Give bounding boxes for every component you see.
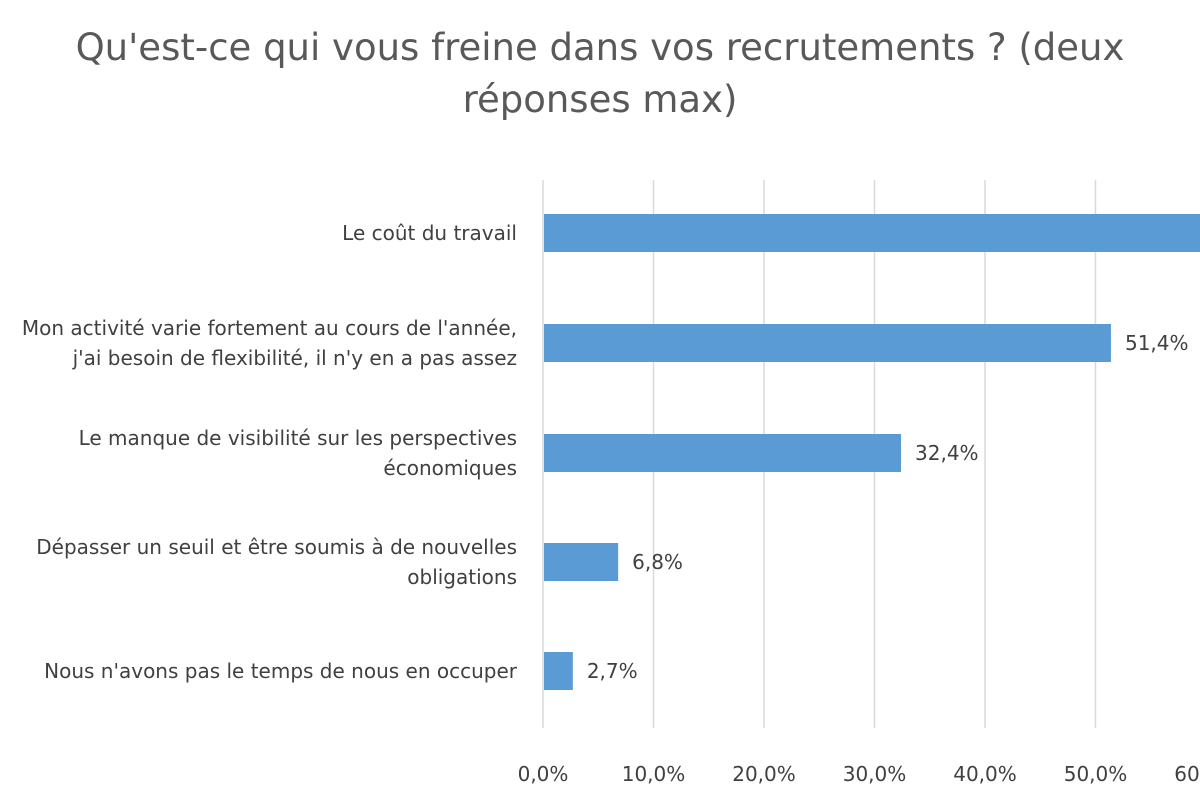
- tick-label: 60,0%: [1174, 762, 1200, 786]
- category-label: Dépasser un seuil et être soumis à de no…: [36, 535, 517, 559]
- category-label: j'ai besoin de flexibilité, il n'y en a …: [72, 346, 517, 370]
- bars: [544, 214, 1200, 690]
- bar: [544, 652, 573, 690]
- category-label: Le coût du travail: [342, 221, 517, 245]
- data-label: 32,4%: [915, 441, 979, 465]
- category-label: Nous n'avons pas le temps de nous en occ…: [44, 659, 518, 683]
- chart-title: Qu'est-ce qui vous freine dans vos recru…: [0, 22, 1200, 126]
- chart-title-line-2: réponses max): [462, 78, 738, 121]
- bar: [544, 324, 1111, 362]
- data-label: 2,7%: [587, 659, 638, 683]
- tick-label: 40,0%: [953, 762, 1017, 786]
- bar: [544, 543, 619, 581]
- data-label: 6,8%: [632, 550, 683, 574]
- bar: [544, 214, 1200, 252]
- data-labels: 51,4% 32,4% 6,8% 2,7%: [587, 331, 1189, 683]
- bar: [544, 434, 902, 472]
- category-labels: Le coût du travail Mon activité varie for…: [22, 221, 518, 683]
- x-axis-ticks: 0,0%10,0%20,0%30,0%40,0%50,0%60,0%70,0%: [518, 762, 1200, 786]
- tick-label: 30,0%: [843, 762, 907, 786]
- category-label: Le manque de visibilité sur les perspect…: [79, 426, 517, 450]
- tick-label: 50,0%: [1064, 762, 1128, 786]
- category-label: économiques: [383, 456, 517, 480]
- category-label: obligations: [407, 565, 517, 589]
- tick-label: 0,0%: [518, 762, 569, 786]
- category-label: Mon activité varie fortement au cours de…: [22, 316, 517, 340]
- chart-title-line-1: Qu'est-ce qui vous freine dans vos recru…: [75, 26, 1125, 69]
- tick-label: 20,0%: [732, 762, 796, 786]
- tick-label: 10,0%: [622, 762, 686, 786]
- data-label: 51,4%: [1125, 331, 1189, 355]
